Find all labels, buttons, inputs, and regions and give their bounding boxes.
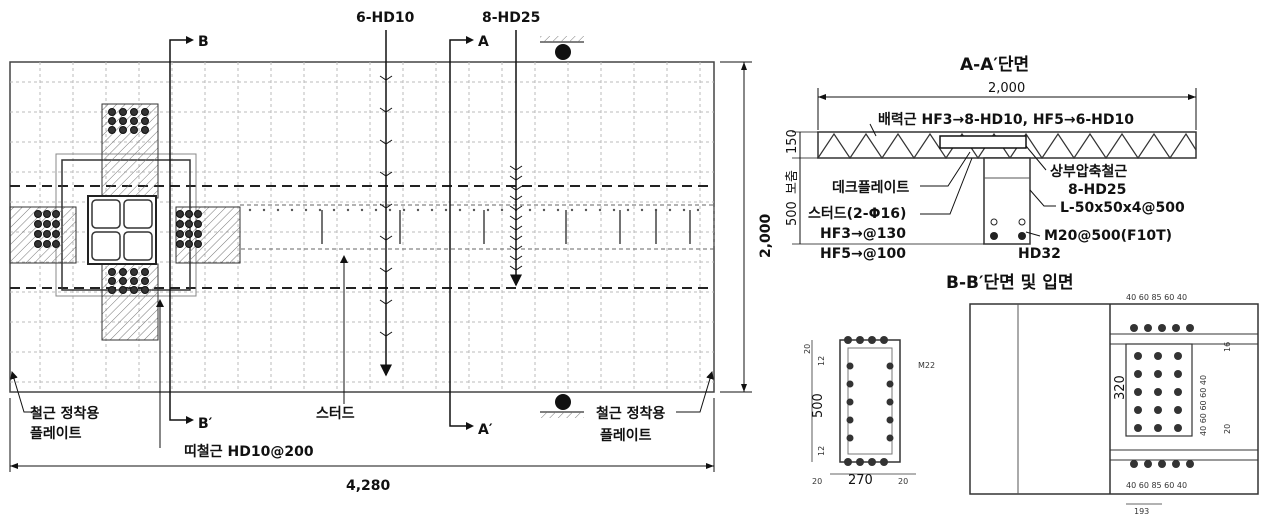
beam-stub-bottom bbox=[101, 263, 159, 341]
label-anchor-plate-right-2: 플레이트 bbox=[600, 427, 652, 444]
bb-dim-row-bottom: 40 60 85 60 40 bbox=[1126, 481, 1187, 490]
bb-dim-12-top: 12 bbox=[817, 356, 826, 366]
stud-marks bbox=[248, 208, 700, 244]
section-bb-title: B-B′단면 및 입면 bbox=[946, 273, 1074, 293]
leader-anchor-right bbox=[676, 371, 714, 413]
bb-elevation bbox=[969, 303, 1259, 495]
dim-width-label: 4,280 bbox=[346, 478, 391, 494]
bb-dim-270: 270 bbox=[848, 473, 873, 488]
label-anchor-plate-right-1: 철근 정착용 bbox=[596, 405, 665, 422]
beam-stub-left bbox=[9, 206, 77, 264]
label-section-b: B bbox=[198, 34, 209, 50]
label-section-a: A bbox=[478, 34, 489, 50]
bb-dim-row-top: 40 60 85 60 40 bbox=[1126, 293, 1187, 302]
aa-stud-2: HF3→@130 bbox=[820, 226, 906, 242]
aa-thickness-dim: 150 bbox=[785, 129, 800, 154]
label-section-a-prime: A′ bbox=[478, 422, 493, 438]
section-bb: B-B′단면 및 입면 20 12 500 12 20 270 20 M22 4… bbox=[803, 273, 1259, 516]
bb-dim-20-top: 20 bbox=[803, 344, 812, 354]
label-8hd25: 8-HD25 bbox=[482, 10, 540, 26]
section-cut-b bbox=[169, 39, 186, 421]
aa-comp-bar-2: 8-HD25 bbox=[1068, 182, 1126, 198]
aa-beam-depth-label: 보춤 bbox=[785, 170, 800, 194]
label-6hd10: 6-HD10 bbox=[356, 10, 415, 26]
dim-height-label: 2,000 bbox=[758, 213, 774, 258]
aa-stud-3: HF5→@100 bbox=[820, 246, 906, 262]
aa-deck-plate-label: 데크플레이트 bbox=[832, 179, 909, 196]
bb-dim-20-left: 20 bbox=[812, 477, 822, 486]
bb-bolt-label: M22 bbox=[918, 361, 935, 370]
label-anchor-plate-left-1: 철근 정착용 bbox=[30, 405, 99, 422]
bb-column-section bbox=[839, 336, 901, 466]
label-anchor-plate-left-2: 플레이트 bbox=[30, 425, 82, 442]
aa-comp-bars bbox=[939, 135, 1027, 149]
aa-stud-1: 스터드(2-Φ16) bbox=[808, 206, 906, 222]
leader-anchor-left bbox=[10, 371, 38, 413]
bb-dim-320: 320 bbox=[1113, 375, 1128, 400]
aa-width-dim: 2,000 bbox=[988, 81, 1025, 96]
section-cut-a bbox=[449, 39, 466, 427]
bb-dim-193: 193 bbox=[1134, 507, 1149, 516]
section-aa-title: A-A′단면 bbox=[960, 55, 1029, 75]
bb-dim-16: 16 bbox=[1223, 342, 1232, 352]
bb-dim-500: 500 bbox=[811, 393, 826, 418]
bb-dim-side: 40 60 60 60 40 bbox=[1199, 375, 1208, 436]
bb-dim-20-side: 20 bbox=[1223, 424, 1232, 434]
aa-angle: L-50x50x4@500 bbox=[1060, 200, 1185, 216]
aa-beam-depth-dim: 500 bbox=[785, 201, 800, 226]
aa-beam bbox=[983, 157, 1031, 245]
aa-comp-bar-1: 상부압축철근 bbox=[1050, 164, 1127, 180]
label-section-b-prime: B′ bbox=[198, 416, 213, 432]
rebar-tick-marks bbox=[379, 75, 523, 337]
aa-bolt: M20@500(F10T) bbox=[1044, 228, 1172, 244]
support-bottom bbox=[540, 394, 584, 418]
section-aa: A-A′단면 2,000 150 보춤 500 배력근 HF3→8-HD10, … bbox=[785, 55, 1197, 262]
bb-dim-12-bottom: 12 bbox=[817, 446, 826, 456]
aa-rebar-bottom: HD32 bbox=[1018, 246, 1061, 262]
label-stud: 스터드 bbox=[316, 406, 355, 422]
plan-view: B B′ A A′ 6-HD10 8-HD25 4,280 2,000 철근 정… bbox=[9, 10, 774, 494]
support-top bbox=[540, 36, 584, 60]
bolt-groups bbox=[34, 108, 202, 294]
aa-dist-bar: 배력근 HF3→8-HD10, HF5→6-HD10 bbox=[878, 112, 1134, 128]
label-tie-bar: 띠철근 HD10@200 bbox=[184, 444, 314, 460]
steel-column bbox=[87, 195, 157, 265]
bb-dim-20-right: 20 bbox=[898, 477, 908, 486]
